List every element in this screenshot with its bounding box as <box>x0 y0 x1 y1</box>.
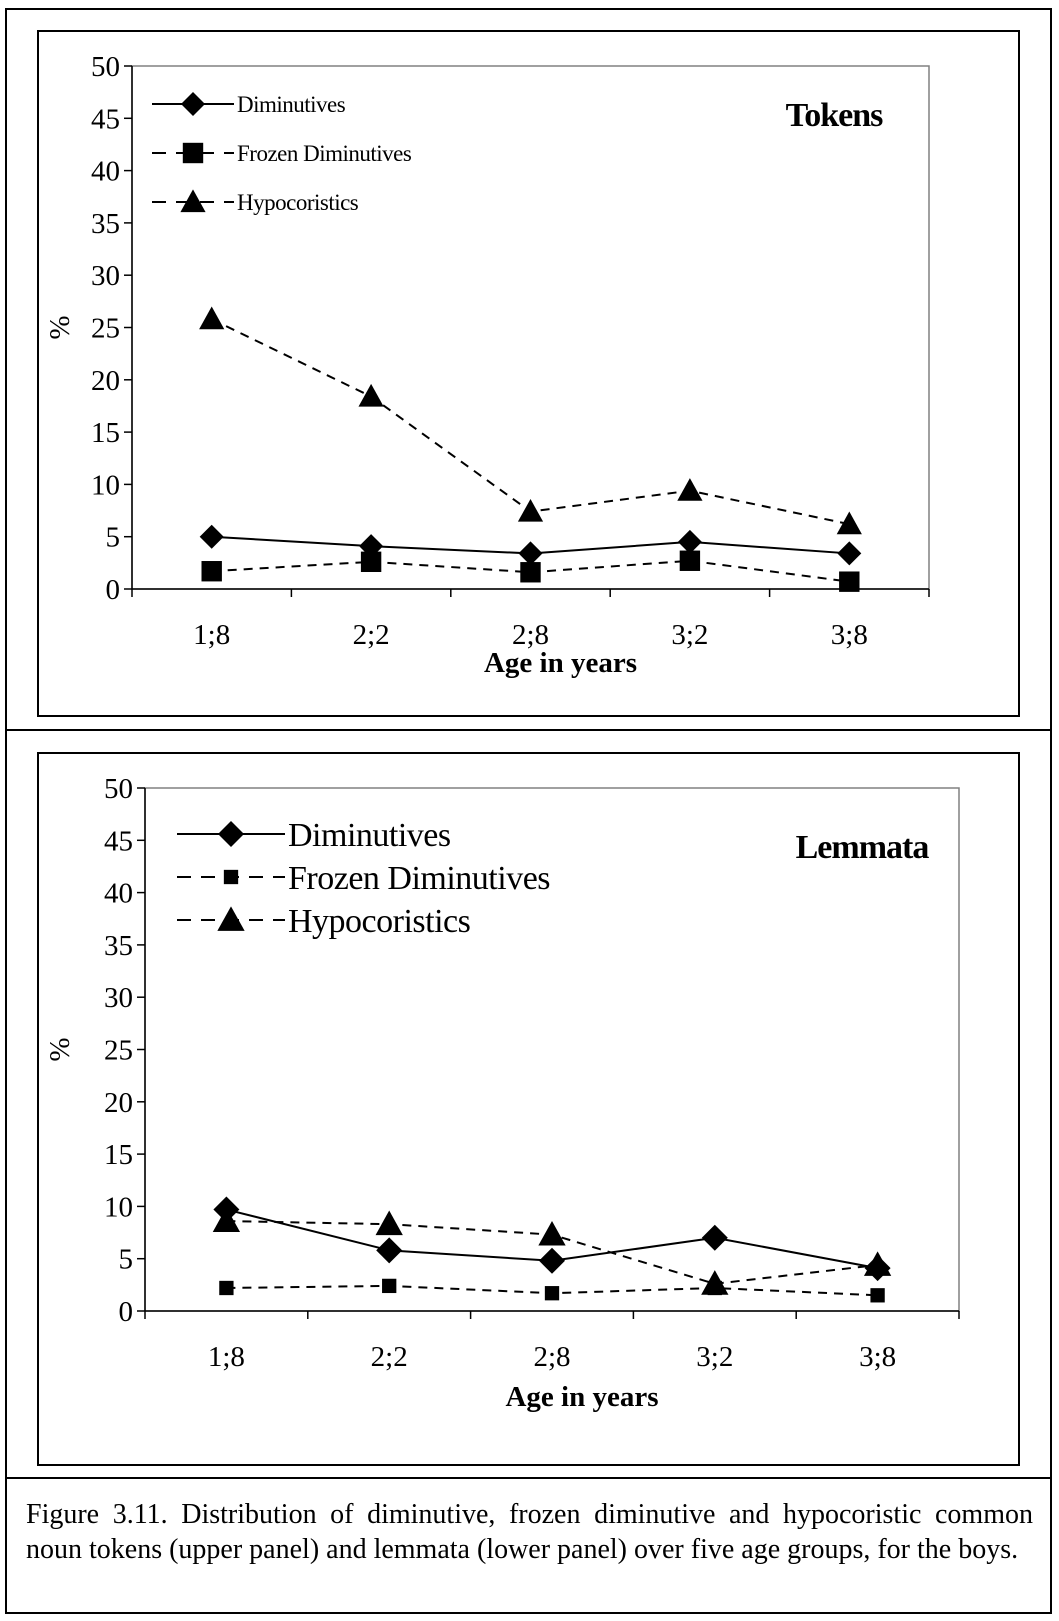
y-tick-label: 5 <box>119 1244 134 1276</box>
data-point <box>837 541 862 566</box>
y-tick-label: 20 <box>91 365 120 397</box>
x-tick-label: 2;8 <box>533 1341 570 1373</box>
x-tick-labels: 1;8 2;2 2;8 3;2 3;8 <box>193 619 868 651</box>
y-tick-label: 30 <box>104 982 133 1014</box>
lemmata-panel: 0 5 10 15 20 25 30 35 40 45 50 1;8 2;2 2;8 3;2 3;8 Age i… <box>37 752 1020 1466</box>
x-tick-label: 2;8 <box>512 619 549 651</box>
y-tick-label: 25 <box>104 1035 133 1067</box>
data-point <box>677 529 702 554</box>
series-diminutives <box>199 524 862 566</box>
x-tick-label: 1;8 <box>208 1341 245 1373</box>
panel-divider <box>5 729 1052 731</box>
data-point <box>358 383 384 407</box>
x-axis-label: Age in years <box>484 647 637 679</box>
chart-title: Lemmata <box>796 829 930 866</box>
data-point <box>677 478 703 501</box>
x-tick-label: 2;2 <box>353 619 390 651</box>
data-point <box>679 550 701 571</box>
figure-frame <box>5 8 1052 1614</box>
y-tick-label: 0 <box>119 1296 134 1328</box>
legend-label: Hypocoristics <box>288 903 470 940</box>
y-tick-labels: 0 5 10 15 20 25 30 35 40 45 50 <box>104 773 133 1328</box>
data-point <box>219 1280 234 1296</box>
data-point <box>201 561 222 582</box>
series-frozen-diminutives <box>219 1278 885 1303</box>
chart-svg: 0 5 10 15 20 25 30 35 40 45 50 1;8 2;2 2;8 3;2 3;8 Age i… <box>44 773 960 1413</box>
data-point <box>212 1207 241 1232</box>
data-point <box>517 498 544 522</box>
y-tick-label: 35 <box>91 208 120 240</box>
y-tick-label: 30 <box>91 260 120 292</box>
y-tick-label: 50 <box>91 51 120 83</box>
y-tick-label: 15 <box>91 417 120 449</box>
series-line <box>211 318 850 526</box>
series-hypocoristics <box>199 306 862 535</box>
y-tick-label: 35 <box>104 930 133 962</box>
legend: Diminutives Frozen Diminutives Hypocoristi… <box>152 92 412 215</box>
y-tick-labels: 0 5 10 15 20 25 30 35 40 45 50 <box>91 51 120 606</box>
y-tick-label: 15 <box>104 1139 133 1171</box>
x-tick-label: 3;8 <box>859 1341 896 1373</box>
y-tick-label: 50 <box>104 773 133 805</box>
data-point <box>839 571 860 592</box>
legend-label: Diminutives <box>237 92 346 117</box>
data-point <box>544 1286 560 1301</box>
data-point <box>870 1288 885 1303</box>
data-point <box>376 1237 403 1264</box>
data-point <box>836 511 862 535</box>
legend-marker <box>217 906 245 931</box>
legend-marker <box>180 189 206 213</box>
data-point <box>539 1247 565 1274</box>
y-axis-label: % <box>44 1037 76 1061</box>
y-tick-label: 25 <box>91 313 120 345</box>
y-tick-label: 10 <box>104 1191 133 1223</box>
figure-caption: Figure 3.11. Distribution of diminutive,… <box>26 1499 1033 1565</box>
caption-divider <box>5 1477 1052 1479</box>
data-point <box>382 1278 397 1294</box>
x-axis-label: Age in years <box>505 1381 658 1413</box>
legend-marker <box>181 92 205 116</box>
y-tick-label: 40 <box>104 878 133 910</box>
data-point <box>375 1210 403 1236</box>
data-point <box>518 541 543 566</box>
x-tick-labels: 1;8 2;2 2;8 3;2 3;8 <box>208 1341 896 1373</box>
legend-marker <box>223 869 239 885</box>
y-axis-label: % <box>44 315 76 339</box>
legend-label: Hypocoristics <box>237 190 359 215</box>
data-point <box>199 306 225 330</box>
tokens-panel: 0 5 10 15 20 25 30 35 40 45 50 1;8 2;2 2;8 3;2 3;8 Age i… <box>37 30 1020 717</box>
data-point <box>360 551 382 573</box>
series-frozen-diminutives <box>201 550 860 592</box>
data-point <box>199 524 224 549</box>
series-hypocoristics <box>212 1207 892 1295</box>
chart-svg: 0 5 10 15 20 25 30 35 40 45 50 1;8 2;2 2;8 3;2 3;8 Age i… <box>44 51 930 679</box>
data-point <box>701 1270 729 1295</box>
legend-label: Frozen Diminutives <box>288 860 550 897</box>
y-tick-label: 45 <box>91 103 120 135</box>
data-point <box>863 1251 892 1276</box>
y-tick-label: 20 <box>104 1087 133 1119</box>
x-tick-label: 3;2 <box>671 619 708 651</box>
y-tick-label: 10 <box>91 469 120 501</box>
legend-marker <box>182 142 204 164</box>
chart-title: Tokens <box>786 97 883 134</box>
legend-label: Diminutives <box>288 817 451 854</box>
x-tick-label: 3;8 <box>831 619 868 651</box>
series-line <box>211 559 850 583</box>
x-tick-label: 2;2 <box>371 1341 408 1373</box>
data-point <box>701 1224 728 1251</box>
legend: Diminutives Frozen Diminutives Hypocoristi… <box>177 817 551 940</box>
y-tick-label: 0 <box>106 574 121 606</box>
y-tick-label: 45 <box>104 825 133 857</box>
x-tick-label: 1;8 <box>193 619 230 651</box>
data-point <box>520 562 541 583</box>
legend-marker <box>218 821 244 847</box>
data-point <box>538 1220 566 1246</box>
y-tick-label: 5 <box>106 522 121 554</box>
legend-label: Frozen Diminutives <box>237 141 412 166</box>
x-tick-label: 3;2 <box>696 1341 733 1373</box>
y-tick-label: 40 <box>91 156 120 188</box>
